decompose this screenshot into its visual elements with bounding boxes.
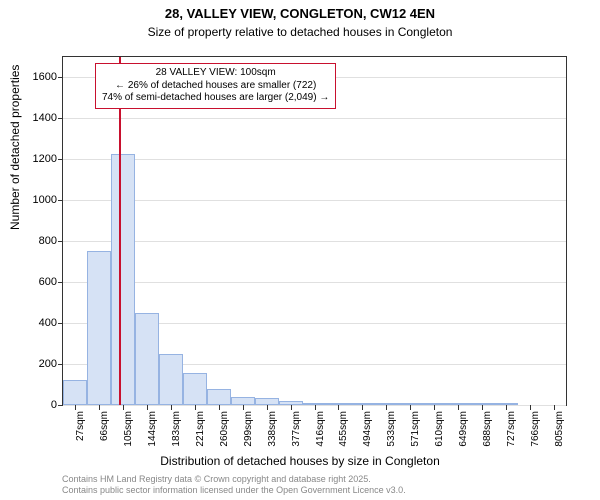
x-tick-mark <box>530 405 531 410</box>
x-tick-mark <box>99 405 100 410</box>
y-tick-label: 1400 <box>33 112 57 124</box>
x-tick-mark <box>410 405 411 410</box>
x-tick-label: 260sqm <box>219 411 230 447</box>
y-tick-label: 800 <box>39 235 57 247</box>
reference-line <box>119 57 121 405</box>
annotation-line: 28 VALLEY VIEW: 100sqm <box>102 67 329 80</box>
chart-subtitle: Size of property relative to detached ho… <box>0 23 600 39</box>
histogram-bar <box>159 354 183 405</box>
x-axis-label: Distribution of detached houses by size … <box>0 454 600 468</box>
annotation-line: ← 26% of detached houses are smaller (72… <box>102 80 329 93</box>
histogram-bar <box>183 373 207 405</box>
y-tick-mark <box>58 77 63 78</box>
x-tick-mark <box>219 405 220 410</box>
x-tick-mark <box>362 405 363 410</box>
annotation-line: 74% of semi-detached houses are larger (… <box>102 92 329 105</box>
gridline <box>63 159 566 160</box>
x-tick-mark <box>386 405 387 410</box>
x-tick-mark <box>291 405 292 410</box>
histogram-bar <box>87 251 111 405</box>
x-tick-label: 27sqm <box>75 411 86 441</box>
x-tick-label: 338sqm <box>267 411 278 447</box>
y-tick-label: 1200 <box>33 153 57 165</box>
histogram-bar <box>207 389 231 405</box>
x-tick-label: 649sqm <box>458 411 469 447</box>
x-tick-mark <box>338 405 339 410</box>
x-tick-label: 533sqm <box>386 411 397 447</box>
x-tick-label: 66sqm <box>99 411 110 441</box>
x-tick-mark <box>147 405 148 410</box>
x-tick-mark <box>458 405 459 410</box>
x-tick-mark <box>434 405 435 410</box>
x-tick-label: 766sqm <box>530 411 541 447</box>
gridline <box>63 118 566 119</box>
x-tick-label: 455sqm <box>338 411 349 447</box>
y-tick-mark <box>58 241 63 242</box>
gridline <box>63 200 566 201</box>
y-tick-label: 400 <box>39 317 57 329</box>
y-tick-label: 600 <box>39 276 57 288</box>
annotation-box: 28 VALLEY VIEW: 100sqm← 26% of detached … <box>95 63 336 109</box>
x-tick-label: 727sqm <box>506 411 517 447</box>
histogram-bar <box>255 398 279 405</box>
footer-attribution: Contains HM Land Registry data © Crown c… <box>62 474 406 496</box>
y-tick-label: 0 <box>51 399 57 411</box>
chart-title: 28, VALLEY VIEW, CONGLETON, CW12 4EN <box>0 0 600 23</box>
x-tick-label: 610sqm <box>434 411 445 447</box>
x-tick-label: 416sqm <box>315 411 326 447</box>
y-tick-mark <box>58 159 63 160</box>
y-tick-label: 1000 <box>33 194 57 206</box>
x-tick-mark <box>315 405 316 410</box>
y-axis-label: Number of detached properties <box>8 65 22 230</box>
x-tick-label: 805sqm <box>554 411 565 447</box>
x-tick-mark <box>171 405 172 410</box>
x-tick-mark <box>554 405 555 410</box>
gridline <box>63 282 566 283</box>
x-tick-label: 105sqm <box>123 411 134 447</box>
y-tick-mark <box>58 405 63 406</box>
histogram-bar <box>135 313 159 405</box>
x-tick-label: 183sqm <box>171 411 182 447</box>
x-tick-label: 299sqm <box>243 411 254 447</box>
x-tick-label: 144sqm <box>147 411 158 447</box>
y-tick-mark <box>58 118 63 119</box>
footer-line-2: Contains public sector information licen… <box>62 485 406 496</box>
y-tick-label: 1600 <box>33 71 57 83</box>
y-tick-mark <box>58 282 63 283</box>
x-tick-label: 571sqm <box>410 411 421 447</box>
x-tick-label: 494sqm <box>362 411 373 447</box>
plot-area: 0200400600800100012001400160027sqm66sqm1… <box>62 56 567 406</box>
footer-line-1: Contains HM Land Registry data © Crown c… <box>62 474 406 485</box>
x-tick-label: 221sqm <box>195 411 206 447</box>
histogram-bar <box>63 380 87 405</box>
x-tick-label: 688sqm <box>482 411 493 447</box>
x-tick-label: 377sqm <box>291 411 302 447</box>
x-tick-mark <box>75 405 76 410</box>
histogram-bar <box>111 154 135 405</box>
y-tick-label: 200 <box>39 358 57 370</box>
x-tick-mark <box>243 405 244 410</box>
y-tick-mark <box>58 364 63 365</box>
x-tick-mark <box>482 405 483 410</box>
x-tick-mark <box>267 405 268 410</box>
y-tick-mark <box>58 200 63 201</box>
gridline <box>63 241 566 242</box>
y-tick-mark <box>58 323 63 324</box>
x-tick-mark <box>123 405 124 410</box>
x-tick-mark <box>195 405 196 410</box>
histogram-bar <box>231 397 255 405</box>
x-tick-mark <box>506 405 507 410</box>
